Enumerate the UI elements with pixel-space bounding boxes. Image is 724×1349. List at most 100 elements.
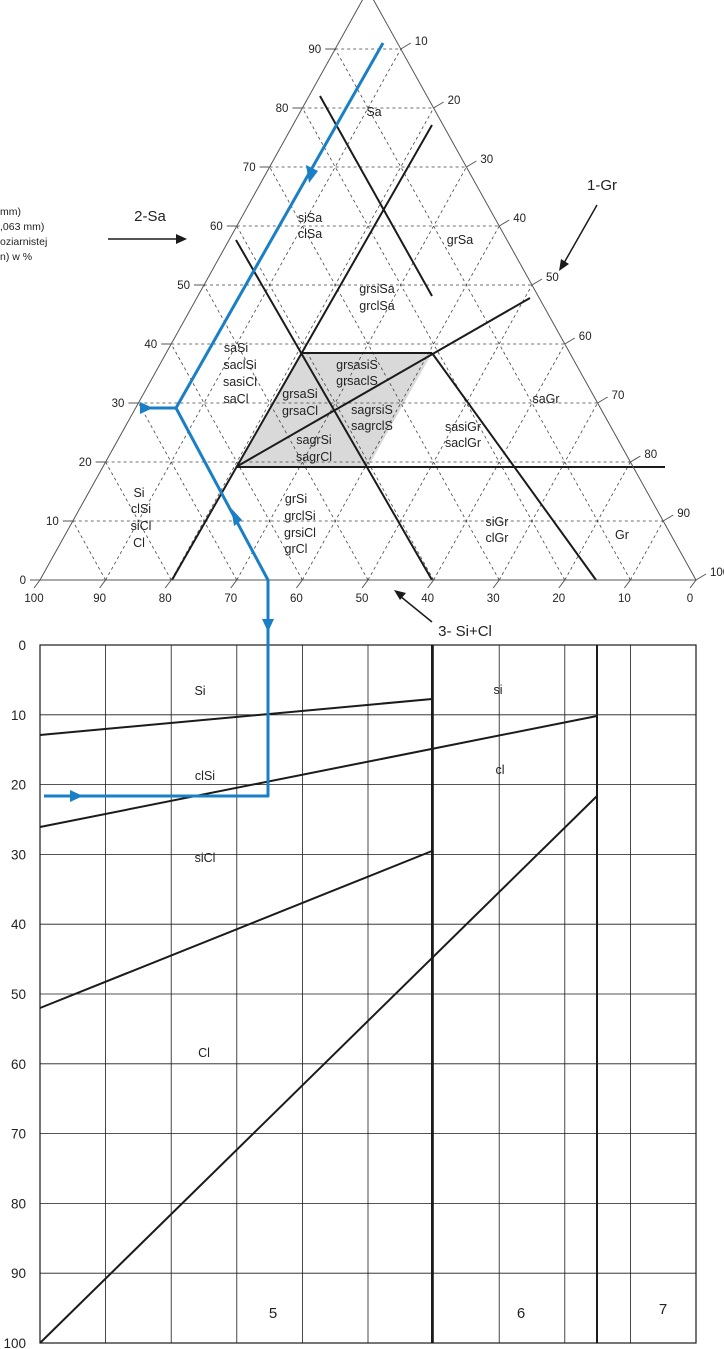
region-sasigr: sasiGr [445,420,481,434]
arrow-sicl-head [394,590,406,600]
legend-line-1: mm) [0,206,21,218]
axis-name-sa: 2-Sa [134,208,166,225]
right-tick-label: 100 [710,567,724,579]
region-grsacl: grsaCl [282,404,318,418]
bottom-tick-mark [230,579,238,589]
lower-grid-chart: 0102030405060708090100100908070605040302… [3,638,699,1349]
grid-label-si: Si [194,684,205,698]
region-grsasis: grsasiS [336,358,378,372]
triangle-dashed-line [302,107,566,581]
axis-name-sicl: 3- Si+Cl [438,623,492,640]
left-tick-label: 60 [210,221,223,233]
bottom-tick-label: 80 [159,593,172,605]
bottom-tick-mark [492,579,500,589]
region-clsa: clSa [298,227,322,241]
left-tick-label: 80 [276,103,289,115]
zone-7: 7 [659,1301,667,1318]
grid-label-cl: Cl [198,1046,210,1060]
triangle-dashed-line [367,284,533,581]
grid-y-tick-label: 40 [11,917,26,932]
zone-5: 5 [269,1305,277,1322]
left-tick-label: 40 [144,339,157,351]
bottom-tick-label: 100 [24,593,43,605]
zone-6: 6 [517,1305,525,1322]
right-tick-label: 80 [644,449,657,461]
grid-label-sicl: siCl [195,851,216,865]
grid-y-tick-label: 0 [18,638,26,653]
grid-y-tick-label: 60 [11,1057,26,1072]
region-saclgr: saclGr [445,436,481,450]
bottom-tick-label: 50 [356,593,369,605]
bottom-tick-mark [99,579,106,589]
left-tick-label: 70 [243,162,256,174]
left-tick-label: 90 [308,44,321,56]
arrow-sicl-line [399,595,433,623]
left-tick-label: 10 [46,516,59,528]
bottom-tick-mark [33,579,41,589]
bottom-tick-label: 0 [687,593,693,605]
left-tick-label: 30 [112,398,125,410]
bottom-tick-label: 70 [224,593,237,605]
right-tick-mark [466,160,477,168]
triangle-dashed-line [138,402,238,581]
region-cl: Cl [133,536,145,550]
grid-y-tick-label: 80 [11,1196,26,1211]
region-si: Si [133,486,144,500]
bottom-tick-mark [689,579,697,589]
region-grsa: grSa [447,233,473,247]
ternary-triangle: 0 0 100 10 10 90 20 20 80 30 30 70 40 40 60 50 50 50 60 60 4… [0,0,724,640]
bottom-tick-mark [427,579,435,589]
triangle-dashed-line [72,520,106,581]
bottom-tick-mark [361,579,369,589]
arrow-gr-head [559,259,569,271]
right-tick-mark [400,42,412,50]
right-tick-mark [662,514,674,522]
grid-y-tick-label: 10 [11,708,26,723]
region-sa: Sa [366,105,381,119]
grid-label-si-small: si [493,683,502,697]
region-sagrsis: sagrsiS [351,403,393,417]
grid-y-tick-label: 90 [11,1266,26,1281]
region-gr: Gr [615,528,629,542]
bottom-tick-label: 60 [290,593,303,605]
right-tick-mark [630,455,641,463]
grid-boundary-lines [39,645,598,1344]
grid-y-tick-label: 20 [11,778,26,793]
region-grcl: grCl [285,542,308,556]
grid-label-cl-small: cl [495,763,504,777]
legend-line-4: n) w % [0,251,32,263]
region-grclsa: grclSa [359,299,394,313]
cutoff-legend: mm) ,063 mm) oziarnistej n) w % [0,206,47,263]
triangle-dashed-line [236,166,467,581]
right-tick-mark [695,573,707,581]
triangle-tick-marks [30,42,707,589]
bottom-tick-label: 30 [487,593,500,605]
triangle-dashed-line [334,48,631,581]
region-grsicl: grsiCl [284,526,316,540]
bottom-tick-mark [624,579,631,589]
example-path-arrows [70,165,318,802]
triangle-dashed-line [203,284,369,581]
region-grsacls: grsaclS [336,374,378,388]
grid-label-clsi: clSi [195,769,215,783]
grid-y-tick-label: 50 [11,987,26,1002]
right-tick-label: 10 [415,36,428,48]
bottom-tick-label: 20 [552,593,565,605]
region-grsisa: grsiSa [359,282,394,296]
triangle-tick-labels: 0 0 100 10 10 90 20 20 80 30 30 70 40 40 60 50 50 50 60 60 4… [20,36,724,605]
region-sagr: saGr [532,392,559,406]
bottom-tick-mark [164,579,172,589]
grid-frame [39,644,697,1344]
region-clgr: clGr [486,531,509,545]
left-tick-label: 20 [79,457,92,469]
triangle-dashed-line [105,48,402,581]
region-sigr: siGr [486,515,509,529]
region-saclsi: saclSi [223,358,256,372]
axis-name-gr: 1-Gr [587,177,617,194]
bottom-tick-label: 10 [618,593,631,605]
triangle-dashed-line [105,461,172,581]
right-tick-mark [564,337,576,345]
legend-line-2: ,063 mm) [0,221,44,233]
region-sagrcls: sagrclS [351,419,393,433]
grid-y-tick-label: 100 [3,1336,26,1349]
